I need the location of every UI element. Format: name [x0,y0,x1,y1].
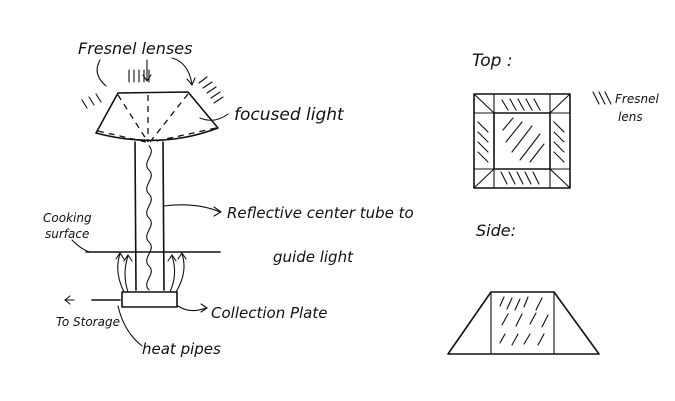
cooking-surface-pointer [71,239,91,253]
top-view-edge-right [549,93,571,189]
fresnel-lenses-label: Fresnel lenses [78,39,192,58]
focus-ray-left-low [97,130,147,143]
focus-ray-left [117,94,149,143]
top-label: Top : [472,51,513,71]
side-label: Side: [476,221,516,240]
tube-wall-right [162,141,165,291]
side-view-trapezoid [447,291,600,355]
lens-cap-outline [95,91,219,142]
collection-plate [121,291,178,308]
top-view-outer-square [473,93,571,189]
top-view-hatching [477,98,565,185]
fresnel-pointer-right [171,57,196,87]
focused-light-label: focused light [234,105,345,125]
cooker-assembly: Fresnel lenses focused light Reflective … [43,39,414,358]
fresnel-legend-swatch [592,91,612,105]
guided-light-wave [146,145,152,291]
focus-ray-right-low [151,127,217,143]
reflective-tube-label-line2: guide light [273,248,354,266]
fresnel-legend: Fresnel lens [592,91,659,124]
top-view-diagonal-bl [473,168,495,189]
to-storage-arrowhead [64,295,75,305]
tube-wall-left [134,141,137,291]
reflective-tube-label-line1: Reflective center tube to [227,204,414,222]
cooking-label-line2: surface [45,227,89,241]
collection-plate-pointer [177,303,208,313]
reflective-tube-pointer [163,204,223,217]
heat-pipes-label: heat pipes [142,340,221,358]
side-view-hatching [499,296,549,346]
top-view-edge-left [473,93,495,189]
top-view-inner-square [493,112,551,170]
focused-light-pointer [199,113,229,121]
heat-pipes-pointer [117,305,143,347]
cooking-label-line1: Cooking [43,211,92,225]
fresnel-pointer-center [142,59,152,82]
top-view-diagonal-tr [549,93,571,114]
top-view-diagonal-br [549,168,571,189]
fresnel-legend-line2: lens [618,110,643,124]
to-storage-label: To Storage [56,315,120,329]
top-view: Top : Fresnel lens [472,51,659,189]
fresnel-legend-line1: Fresnel [615,92,659,106]
heat-pipes [115,252,187,293]
sunlight-marks [81,69,224,109]
side-view: Side: [447,221,600,355]
top-view-diagonal-tl [473,93,495,114]
fresnel-pointer-left [96,59,107,87]
collection-plate-label: Collection Plate [211,304,327,322]
